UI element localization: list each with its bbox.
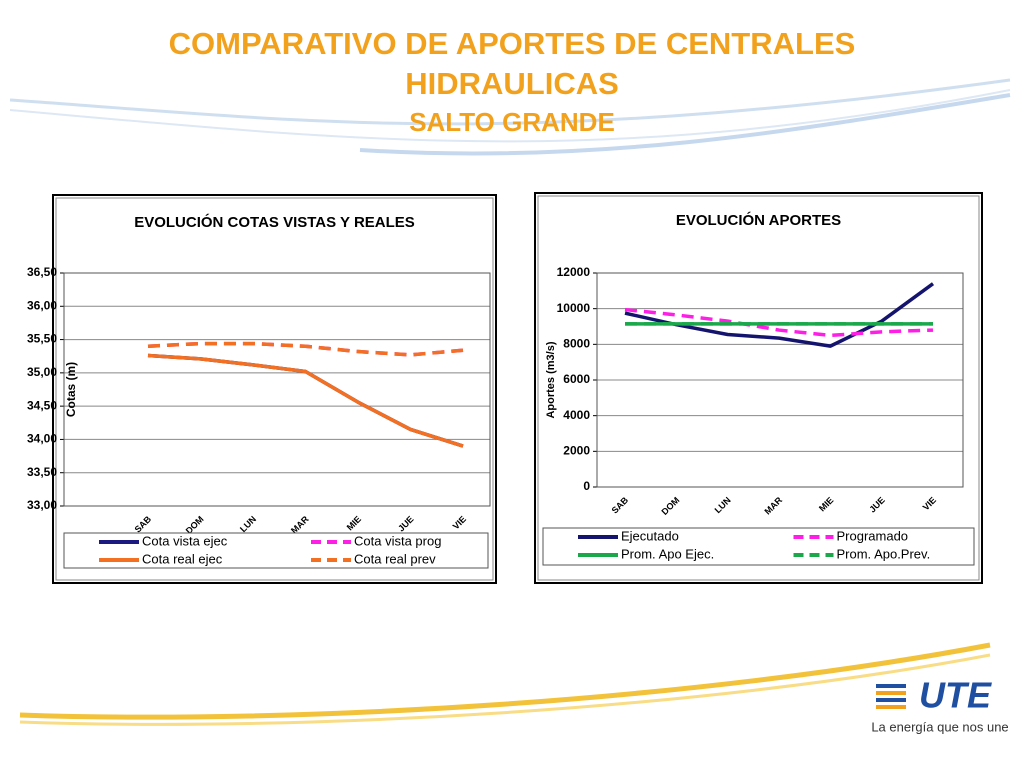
legend-label: Cota vista prog <box>354 533 441 548</box>
legend-label: Prom. Apo Ejec. <box>621 546 714 561</box>
legend-box <box>542 527 975 566</box>
y-tick-label: 35,00 <box>27 365 57 379</box>
plot-area <box>596 272 964 488</box>
y-tick-label: 8000 <box>563 337 590 351</box>
y-tick-label: 34,50 <box>27 398 57 412</box>
slogan: La energía que nos une <box>871 719 1008 734</box>
chart-frame-inner <box>537 195 980 581</box>
y-tick-label: 2000 <box>563 444 590 458</box>
logo: UTE La energía que nos une <box>871 675 1008 735</box>
y-tick-label: 33,50 <box>27 465 57 479</box>
y-tick-label: 12000 <box>557 265 591 279</box>
legend-label: Cota real prev <box>354 551 436 566</box>
y-axis-label: Aportes (m3/s) <box>545 341 557 418</box>
legend-label: Programado <box>837 528 909 543</box>
legend-label: Cota real ejec <box>142 551 223 566</box>
y-tick-label: 10000 <box>557 301 591 315</box>
y-tick-label: 0 <box>583 479 590 493</box>
plot-area <box>63 272 491 507</box>
data-line <box>147 341 464 357</box>
y-tick-label: 34,00 <box>27 432 57 446</box>
y-tick-label: 33,00 <box>27 498 57 512</box>
legend-box <box>63 532 489 569</box>
y-tick-label: 4000 <box>563 408 590 422</box>
y-tick-label: 36,50 <box>27 265 57 279</box>
slide-title: COMPARATIVO DE APORTES DE CENTRALES HIDRA… <box>169 26 856 101</box>
y-tick-label: 36,00 <box>27 298 57 312</box>
chart-frame-inner <box>55 197 494 581</box>
y-tick-label: 35,50 <box>27 332 57 346</box>
data-line <box>147 353 464 448</box>
logo-text: UTE <box>919 675 992 716</box>
legend-label: Cota vista ejec <box>142 533 228 548</box>
legend-label: Prom. Apo.Prev. <box>837 546 931 561</box>
chart-frame <box>534 192 983 584</box>
chart-title: EVOLUCIÓN APORTES <box>676 211 841 229</box>
background-swoosh <box>9 78 1011 726</box>
y-axis-label: Cotas (m) <box>64 362 78 417</box>
y-tick-label: 6000 <box>563 372 590 386</box>
data-line <box>624 307 934 338</box>
chart-frame <box>52 194 497 584</box>
slide-subtitle: SALTO GRANDE <box>409 107 615 137</box>
legend-label: Ejecutado <box>621 528 679 543</box>
chart-title: EVOLUCIÓN COTAS VISTAS Y REALES <box>134 213 415 231</box>
